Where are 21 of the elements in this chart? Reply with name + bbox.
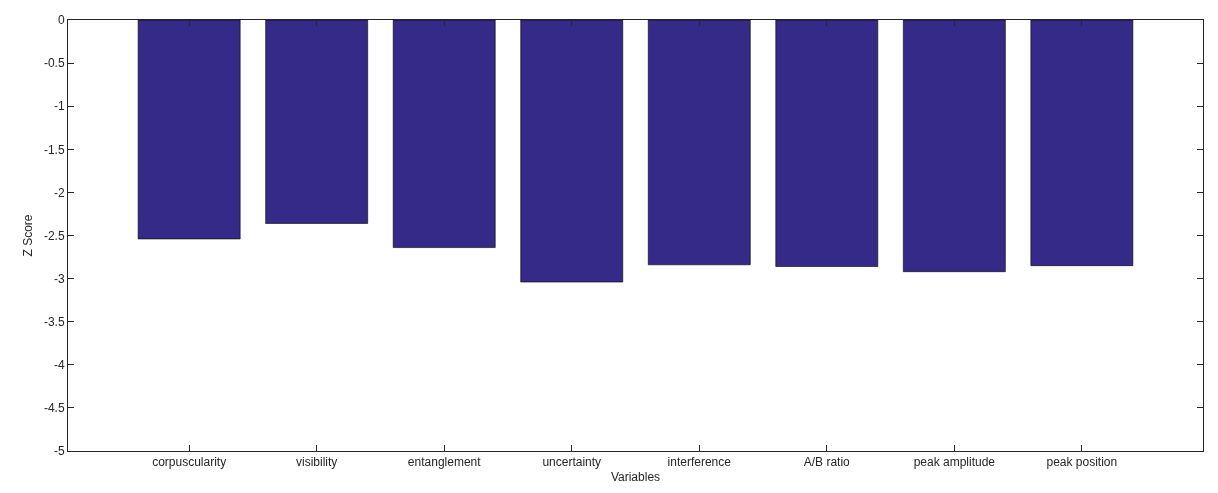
x-tick-label: uncertainty bbox=[542, 455, 602, 470]
y-tick-label: -1 bbox=[53, 99, 65, 114]
x-tick-label: visibility bbox=[296, 455, 338, 470]
x-tick-label: A/B ratio bbox=[803, 455, 851, 470]
y-axis-title: Z Score bbox=[21, 214, 36, 257]
x-tick-label: peak position bbox=[1046, 455, 1118, 470]
x-tick-label: entanglement bbox=[407, 455, 482, 470]
y-tick-label: 0 bbox=[57, 13, 65, 28]
y-tick-label: -5 bbox=[53, 444, 65, 459]
y-tick-label: -1.5 bbox=[43, 142, 65, 157]
y-tick-label: -3 bbox=[53, 271, 65, 286]
y-tick-label: -2 bbox=[53, 185, 65, 200]
y-tick-label: -0.5 bbox=[43, 56, 65, 71]
y-tick-label: -4 bbox=[53, 358, 65, 372]
y-tick-label: -2.5 bbox=[43, 228, 65, 243]
y-tick-label: -3.5 bbox=[43, 314, 65, 329]
y-tick-label: -4.5 bbox=[43, 401, 65, 416]
x-tick-label: peak amplitude bbox=[913, 455, 996, 470]
x-tick-label: interference bbox=[667, 455, 732, 470]
x-tick-label: corpuscularity bbox=[152, 455, 227, 470]
x-axis-title: Variables bbox=[610, 470, 661, 485]
